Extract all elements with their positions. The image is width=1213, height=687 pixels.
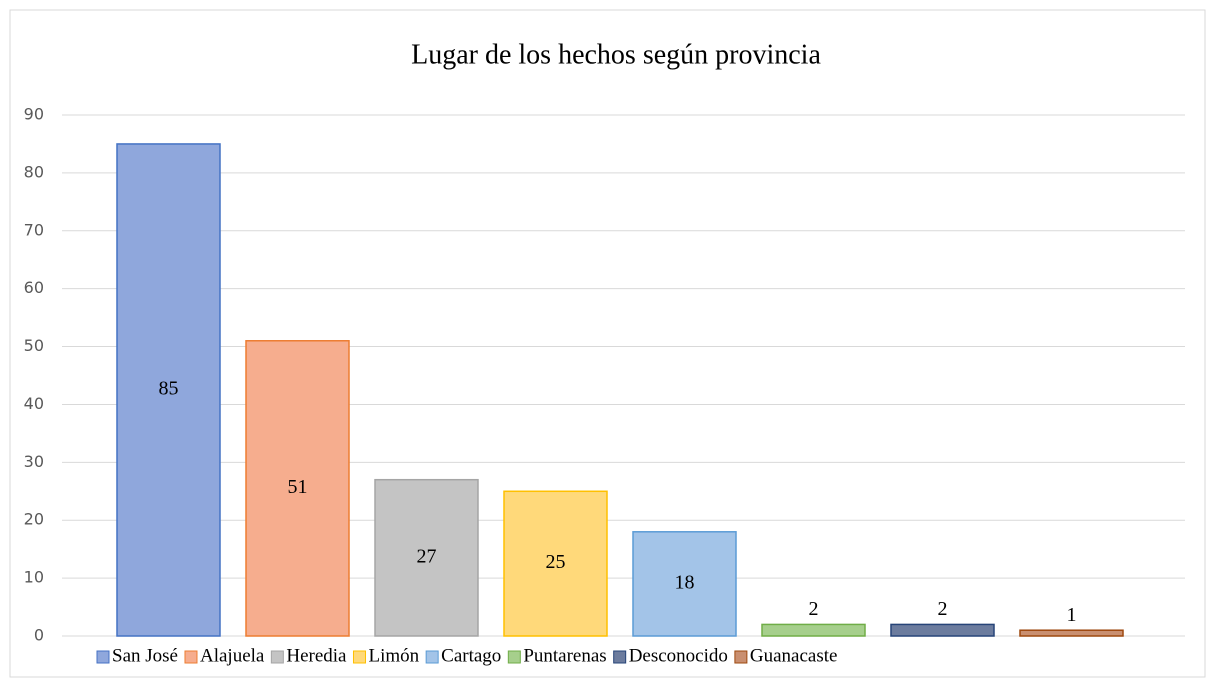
y-tick-label: 60 xyxy=(24,278,44,297)
y-tick-label: 30 xyxy=(24,452,44,471)
legend-label: Limón xyxy=(368,645,419,666)
bar xyxy=(503,490,608,637)
legend-swatch xyxy=(352,650,366,664)
data-label: 1 xyxy=(1067,604,1077,626)
data-label: 2 xyxy=(809,598,819,620)
bar xyxy=(116,143,221,637)
legend-label: San José xyxy=(112,645,178,666)
bar xyxy=(890,623,995,637)
legend-label: Puntarenas xyxy=(523,645,606,666)
legend-swatch xyxy=(270,650,284,664)
legend-label: Alajuela xyxy=(200,645,265,666)
bar xyxy=(374,478,479,637)
legend-label: Desconocido xyxy=(629,645,728,666)
legend-swatch xyxy=(734,650,748,664)
y-tick-label: 10 xyxy=(24,568,44,587)
y-tick-label: 80 xyxy=(24,162,44,181)
legend-swatch xyxy=(613,650,627,664)
y-tick-label: 0 xyxy=(34,626,44,645)
chart-title: Lugar de los hechos según provincia xyxy=(411,39,821,70)
y-tick-label: 40 xyxy=(24,394,44,413)
legend-label: Heredia xyxy=(286,645,347,666)
legend-swatch xyxy=(425,650,439,664)
legend-swatch xyxy=(96,650,110,664)
bar xyxy=(632,531,737,637)
data-label: 18 xyxy=(675,571,695,593)
y-tick-label: 70 xyxy=(24,220,44,239)
y-tick-label: 50 xyxy=(24,336,44,355)
y-tick-label: 90 xyxy=(24,105,44,124)
data-label: 25 xyxy=(546,551,566,573)
bar xyxy=(245,340,350,637)
data-label: 51 xyxy=(288,476,308,498)
legend-swatch xyxy=(507,650,521,664)
legend-label: Guanacaste xyxy=(750,645,838,666)
bar xyxy=(761,623,866,637)
bar xyxy=(1019,629,1124,637)
y-tick-label: 20 xyxy=(24,510,44,529)
data-label: 27 xyxy=(417,545,437,567)
legend-label: Cartago xyxy=(441,645,501,666)
data-label: 85 xyxy=(159,378,179,400)
data-label: 2 xyxy=(938,598,948,620)
legend-swatch xyxy=(184,650,198,664)
